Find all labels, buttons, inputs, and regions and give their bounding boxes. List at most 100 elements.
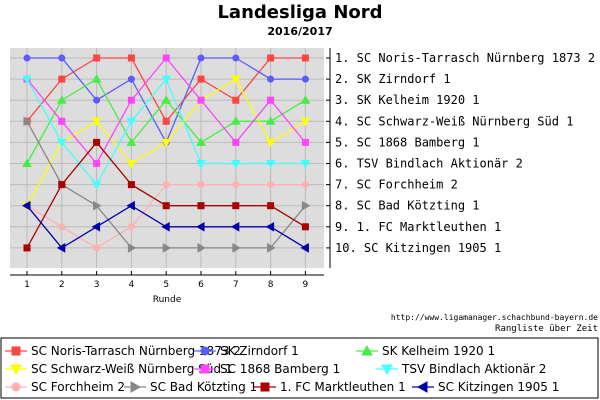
final-rank-label: 9. 1. FC Marktleuthen 1 (335, 220, 501, 234)
x-tick-label: 1 (24, 280, 30, 290)
data-point (196, 160, 206, 169)
data-point (300, 243, 309, 253)
legend-item: SC Forchheim 2 (5, 380, 125, 394)
data-point (161, 138, 172, 148)
data-point (91, 117, 102, 127)
data-point (301, 200, 311, 211)
data-point (232, 54, 240, 62)
data-point (267, 243, 276, 253)
legend-label: 1. FC Marktleuthen 1 (280, 380, 406, 394)
source-note: Rangliste über Zeit (495, 324, 598, 334)
data-point (197, 243, 207, 253)
data-point (22, 75, 32, 85)
data-point (93, 244, 101, 252)
final-rank-label: 1. SC Noris-Tarrasch Nürnberg 1873 2 (335, 51, 595, 65)
data-point (300, 160, 311, 169)
legend-label: SC 1868 Bamberg 1 (220, 362, 340, 376)
legend-label: SC Forchheim 2 (31, 380, 125, 394)
data-point (93, 160, 101, 167)
final-ranking-list: 1. SC Noris-Tarrasch Nürnberg 1873 2 2. S… (326, 48, 595, 268)
data-point (126, 160, 137, 169)
series (23, 138, 309, 252)
data-point (197, 202, 205, 210)
chart-title: Landesliga Nord (217, 2, 382, 23)
data-point (127, 54, 135, 62)
series (23, 116, 311, 253)
data-point (126, 200, 135, 211)
legend-marker (11, 346, 21, 356)
data-point (127, 243, 137, 253)
data-point (58, 54, 66, 62)
data-point (91, 74, 102, 83)
final-rank-label: 7. SC Forchheim 2 (335, 178, 458, 192)
data-point (91, 221, 101, 232)
data-point (93, 96, 101, 104)
data-point (56, 243, 66, 253)
data-point (23, 244, 31, 252)
legend-item: SC 1868 Bamberg 1 (194, 362, 340, 376)
data-point (91, 181, 102, 190)
x-tick-label: 9 (303, 280, 309, 290)
data-point (56, 138, 67, 148)
data-point (301, 138, 309, 146)
legend-marker (416, 381, 428, 393)
data-point (58, 223, 66, 231)
data-point (197, 54, 205, 62)
legend-item: SC Schwarz-Weiß Nürnberg Süd 1 (5, 362, 232, 376)
data-point (265, 138, 276, 148)
legend-marker (260, 382, 270, 392)
data-point (232, 243, 241, 253)
data-point (300, 95, 311, 104)
final-rank-label: 10. SC Kitzingen 1905 1 (335, 241, 501, 255)
data-point (230, 116, 241, 125)
data-point (300, 117, 311, 127)
legend-marker (200, 364, 210, 374)
legend-marker (361, 344, 373, 356)
legend-label: SK Kelheim 1920 1 (382, 344, 495, 358)
data-point (126, 137, 137, 146)
data-point (267, 202, 275, 210)
data-point (127, 181, 135, 189)
data-point (267, 181, 275, 189)
legend-marker (130, 381, 142, 393)
data-point (22, 158, 32, 167)
legend-label: SC Bad Kötzting 1 (150, 380, 257, 394)
legend-item: SC Kitzingen 1905 1 (412, 380, 559, 394)
data-point (162, 117, 170, 125)
data-point (93, 200, 102, 211)
x-tick-label: 3 (94, 280, 100, 290)
data-point (162, 54, 170, 62)
data-point (196, 137, 206, 146)
data-point (161, 95, 172, 104)
data-point (21, 200, 31, 211)
data-point (197, 96, 205, 104)
x-axis-label: Runde (153, 295, 182, 305)
series (23, 54, 309, 167)
final-rank-label: 2. SK Zirndorf 1 (335, 72, 451, 86)
data-point (127, 96, 135, 104)
x-tick-label: 7 (233, 280, 239, 290)
data-point (230, 160, 241, 169)
legend-label: SC Noris-Tarrasch Nürnberg 1873 2 (31, 344, 241, 358)
data-point (162, 181, 170, 189)
legend-label: SC Kitzingen 1905 1 (438, 380, 559, 394)
legend-label: SC Schwarz-Weiß Nürnberg Süd 1 (31, 362, 232, 376)
legend-label: SK Zirndorf 1 (220, 344, 299, 358)
data-point (301, 75, 309, 83)
data-point (195, 221, 205, 232)
data-point (267, 96, 275, 104)
x-tick-label: 8 (268, 280, 274, 290)
data-point (23, 54, 31, 62)
data-point (301, 181, 309, 189)
legend: SC Noris-Tarrasch Nürnberg 1873 2SK Zirn… (5, 344, 559, 394)
data-point (230, 75, 241, 85)
data-point (162, 243, 172, 253)
data-point (93, 54, 101, 62)
data-point (127, 223, 135, 231)
legend-item: SC Bad Kötzting 1 (124, 380, 257, 394)
legend-marker (381, 364, 393, 376)
data-point (197, 75, 205, 83)
data-point (162, 202, 170, 210)
legend-marker (10, 364, 22, 376)
